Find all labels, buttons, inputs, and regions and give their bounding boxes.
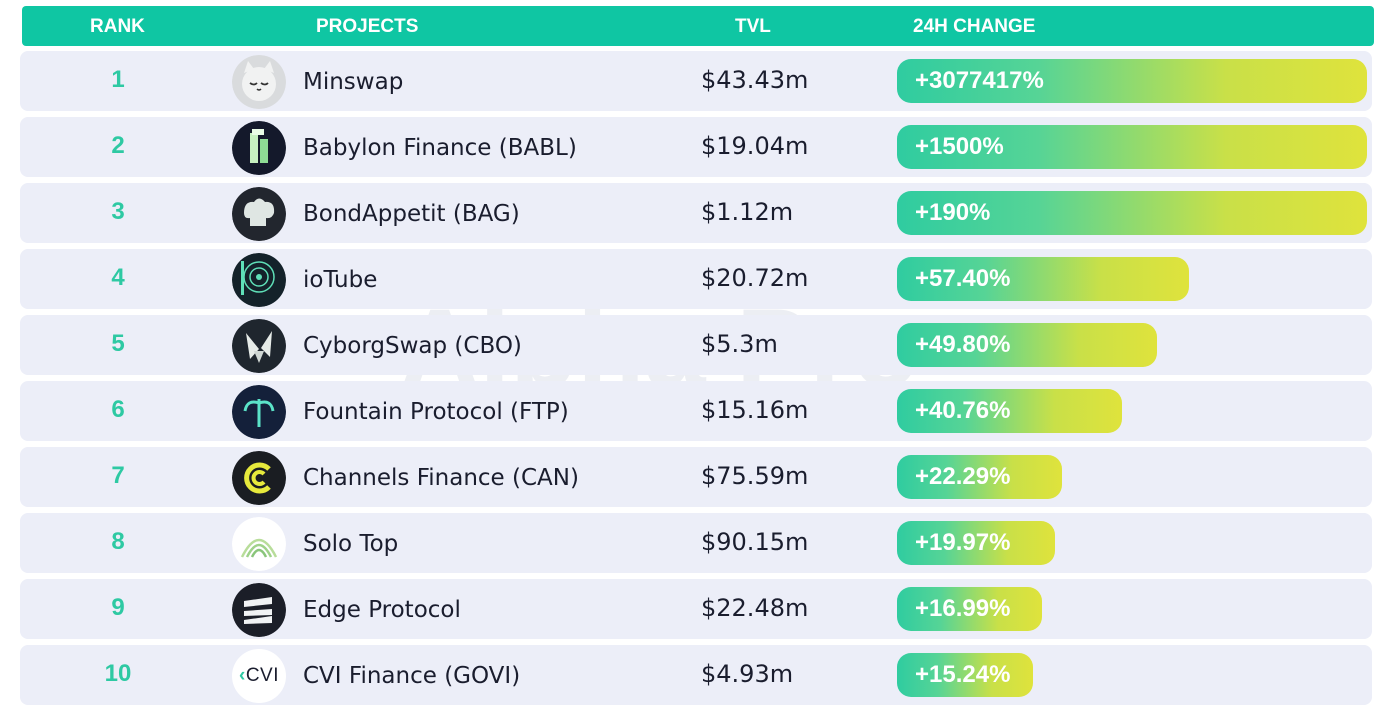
cvi-icon: ‹CVI bbox=[232, 649, 286, 703]
header-rank: RANK bbox=[90, 16, 145, 37]
tvl-value: $19.04m bbox=[701, 132, 809, 160]
arch-icon bbox=[232, 517, 286, 571]
rank-number: 9 bbox=[111, 594, 125, 621]
rank-number: 1 bbox=[111, 66, 125, 93]
tower-icon bbox=[232, 121, 286, 175]
edge-icon bbox=[232, 583, 286, 637]
table-row: 7 Channels Finance (CAN) $75.59m +22.29% bbox=[20, 447, 1372, 507]
table-row: 8 Solo Top $90.15m +19.97% bbox=[20, 513, 1372, 573]
cvi-logo-text: CVI bbox=[245, 665, 279, 686]
table-row: 5 CyborgSwap (CBO) $5.3m +49.80% bbox=[20, 315, 1372, 375]
table-row: 9 Edge Protocol $22.48m +16.99% bbox=[20, 579, 1372, 639]
header-projects: PROJECTS bbox=[316, 16, 419, 37]
table-row: 4 ioTube $20.72m +57.40% bbox=[20, 249, 1372, 309]
cat-face-icon bbox=[232, 55, 286, 109]
change-label: +1500% bbox=[915, 133, 1004, 160]
tvl-value: $20.72m bbox=[701, 264, 809, 292]
tvl-value: $1.12m bbox=[701, 198, 794, 226]
rabbit-icon bbox=[232, 319, 286, 373]
table-row: 6 Fountain Protocol (FTP) $15.16m +40.76% bbox=[20, 381, 1372, 441]
change-bar bbox=[897, 191, 1367, 235]
change-bar bbox=[897, 455, 1062, 499]
fountain-icon bbox=[232, 385, 286, 439]
change-label: +40.76% bbox=[915, 397, 1011, 424]
table-row: 1 Minswap $43.43m +3077417% bbox=[20, 51, 1372, 111]
project-name: Edge Protocol bbox=[303, 597, 461, 623]
table-header: RANK PROJECTS TVL 24H CHANGE bbox=[22, 6, 1374, 46]
project-name: CyborgSwap (CBO) bbox=[303, 333, 522, 359]
rank-number: 6 bbox=[111, 396, 125, 423]
project-name: Babylon Finance (BABL) bbox=[303, 135, 577, 161]
tvl-value: $4.93m bbox=[701, 660, 794, 688]
chef-hat-icon bbox=[232, 187, 286, 241]
change-label: +190% bbox=[915, 199, 991, 226]
rank-number: 10 bbox=[104, 660, 132, 687]
change-label: +15.24% bbox=[915, 661, 1011, 688]
tvl-value: $15.16m bbox=[701, 396, 809, 424]
change-bar bbox=[897, 257, 1189, 301]
change-label: +22.29% bbox=[915, 463, 1011, 490]
change-bar bbox=[897, 521, 1055, 565]
change-label: +57.40% bbox=[915, 265, 1011, 292]
table-row: 3 BondAppetit (BAG) $1.12m +190% bbox=[20, 183, 1372, 243]
tvl-value: $22.48m bbox=[701, 594, 809, 622]
tvl-value: $43.43m bbox=[701, 66, 809, 94]
change-label: +49.80% bbox=[915, 331, 1011, 358]
change-bar bbox=[897, 125, 1367, 169]
channels-c-icon bbox=[232, 451, 286, 505]
rank-number: 4 bbox=[111, 264, 125, 291]
tvl-value: $90.15m bbox=[701, 528, 809, 556]
rank-number: 3 bbox=[111, 198, 125, 225]
change-bar bbox=[897, 587, 1042, 631]
tvl-value: $75.59m bbox=[701, 462, 809, 490]
project-name: CVI Finance (GOVI) bbox=[303, 663, 521, 689]
rank-number: 2 bbox=[111, 132, 125, 159]
change-bar bbox=[897, 59, 1367, 103]
table-row: 2 Babylon Finance (BABL) $19.04m +1500% bbox=[20, 117, 1372, 177]
header-24h-change: 24H CHANGE bbox=[913, 16, 1036, 37]
change-label: +19.97% bbox=[915, 529, 1011, 556]
rank-number: 8 bbox=[111, 528, 125, 555]
project-name: ioTube bbox=[303, 267, 378, 293]
tube-icon bbox=[232, 253, 286, 307]
project-name: BondAppetit (BAG) bbox=[303, 201, 520, 227]
rank-number: 7 bbox=[111, 462, 125, 489]
project-name: Minswap bbox=[303, 69, 404, 95]
rank-number: 5 bbox=[111, 330, 125, 357]
tvl-value: $5.3m bbox=[701, 330, 778, 358]
project-name: Solo Top bbox=[303, 531, 399, 557]
change-label: +3077417% bbox=[915, 67, 1044, 94]
change-bar bbox=[897, 389, 1122, 433]
header-tvl: TVL bbox=[735, 16, 771, 37]
change-label: +16.99% bbox=[915, 595, 1011, 622]
project-name: Fountain Protocol (FTP) bbox=[303, 399, 569, 425]
project-name: Channels Finance (CAN) bbox=[303, 465, 579, 491]
change-bar bbox=[897, 653, 1033, 697]
change-bar bbox=[897, 323, 1157, 367]
table-row: 10 ‹CVI CVI Finance (GOVI) $4.93m +15.24% bbox=[20, 645, 1372, 705]
